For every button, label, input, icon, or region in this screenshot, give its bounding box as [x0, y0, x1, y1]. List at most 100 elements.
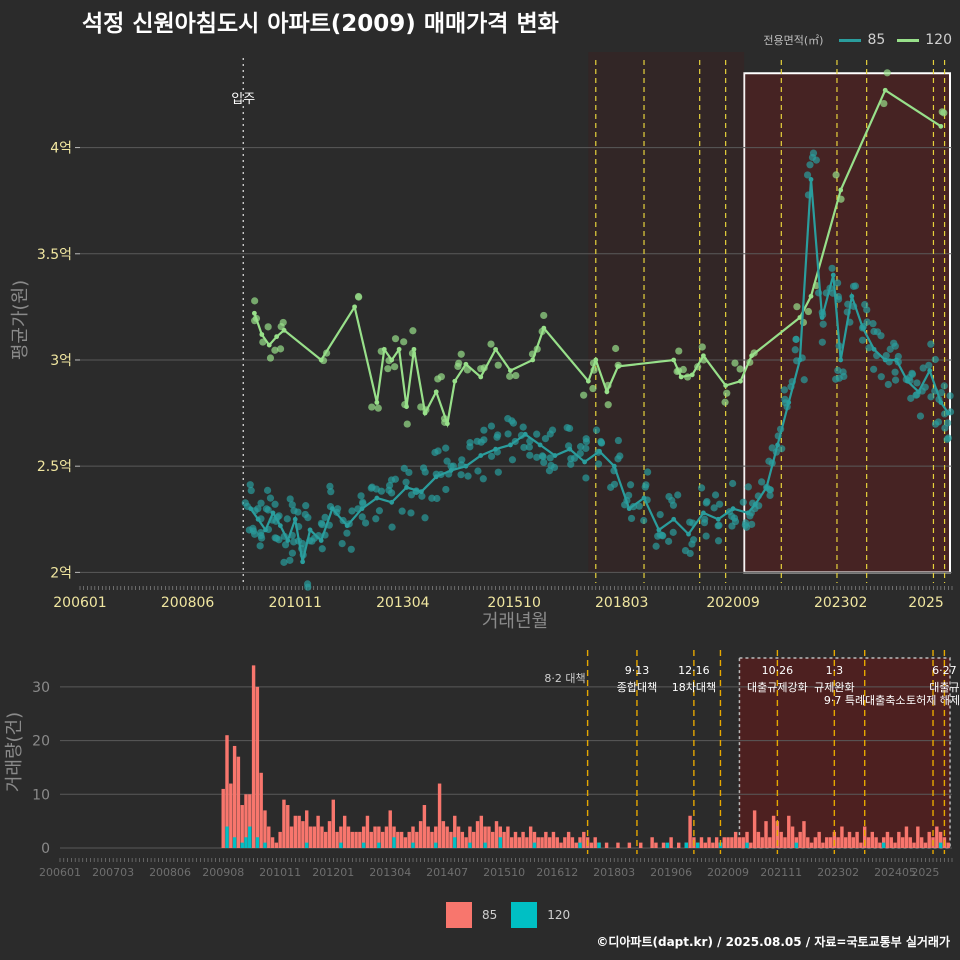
bar-85 [870, 831, 874, 848]
bar-85 [502, 831, 506, 848]
series-point-85 [882, 357, 888, 363]
bar-85 [445, 826, 449, 848]
series-point-85 [656, 527, 662, 533]
scatter-point-85 [582, 437, 591, 446]
bar-120 [498, 837, 503, 848]
bar-85 [320, 826, 324, 848]
scatter-point-120 [589, 384, 597, 393]
series-point-85 [752, 502, 758, 507]
bar-85 [350, 831, 354, 848]
event-label-name: 토허제 해제 [906, 693, 960, 707]
scatter-point-85 [741, 521, 749, 529]
series-point-120 [604, 389, 610, 395]
bar-120 [684, 842, 689, 848]
scatter-point-85 [858, 336, 867, 344]
scatter-point-85 [780, 386, 789, 394]
legend-swatch-120 [897, 38, 920, 42]
bar-85 [487, 826, 491, 848]
scatter-point-85 [748, 520, 756, 528]
series-point-85 [764, 485, 769, 490]
scatter-point-120 [698, 343, 706, 351]
bar-85 [229, 783, 233, 848]
bar-85 [726, 837, 730, 848]
series-point-120 [738, 378, 743, 384]
scatter-point-85 [318, 545, 326, 553]
series-point-85 [522, 431, 528, 437]
scatter-point-85 [480, 426, 488, 434]
scatter-point-85 [758, 478, 766, 486]
bar-x-tick-label: 201612 [536, 866, 578, 879]
bar-120 [255, 837, 260, 848]
bar-85 [563, 837, 567, 848]
scatter-point-85 [258, 534, 266, 542]
source-caption: ©디아파트(dapt.kr) / 2025.08.05 / 자료=국토교통부 실… [596, 935, 950, 949]
scatter-point-85 [865, 344, 873, 352]
scatter-point-85 [729, 479, 737, 488]
scatter-point-85 [566, 424, 574, 432]
series-point-85 [849, 293, 855, 299]
scatter-point-85 [464, 472, 472, 480]
series-point-120 [593, 357, 599, 363]
bar-85 [323, 831, 328, 848]
series-point-85 [671, 516, 677, 522]
bar-85 [232, 745, 237, 848]
event-label-date: 1·3 [826, 664, 844, 677]
scatter-point-85 [766, 491, 774, 500]
scatter-point-120 [417, 403, 425, 411]
bar-85 [540, 837, 544, 848]
scatter-point-85 [863, 306, 871, 314]
scatter-point-85 [266, 494, 275, 502]
bar-120 [244, 837, 248, 848]
scatter-point-120 [679, 365, 687, 374]
bar-85 [441, 821, 446, 848]
scatter-point-85 [940, 382, 948, 390]
bar-85 [342, 815, 347, 848]
bar-85 [305, 810, 309, 848]
series-point-120 [615, 363, 621, 369]
bar-x-tick-label: 200806 [149, 866, 191, 879]
scatter-point-120 [494, 361, 502, 369]
scatter-point-85 [547, 461, 555, 470]
bar-85 [912, 842, 916, 848]
scatter-point-85 [744, 483, 752, 491]
series-point-120 [700, 353, 706, 359]
x-tick-label: 201011 [268, 595, 321, 611]
scatter-point-85 [863, 318, 871, 326]
x-tick-label: 202009 [706, 595, 759, 611]
scatter-point-120 [938, 108, 946, 116]
bar-85 [407, 831, 411, 848]
bar-85 [752, 810, 757, 848]
scatter-point-85 [264, 506, 272, 514]
scatter-point-120 [506, 372, 514, 380]
bar-85 [361, 826, 366, 848]
bar-x-tick-label: 201304 [369, 866, 411, 879]
series-point-85 [838, 357, 844, 363]
scatter-point-120 [437, 373, 445, 381]
series-point-85 [300, 559, 306, 565]
scatter-point-85 [567, 455, 575, 463]
bar-120 [881, 842, 886, 848]
series-point-85 [389, 499, 395, 505]
bar-85 [787, 815, 791, 848]
bar-85 [259, 772, 263, 848]
x-tick-label: 201304 [376, 595, 430, 611]
scatter-point-85 [520, 443, 528, 452]
scatter-point-85 [526, 451, 534, 459]
scatter-point-85 [405, 468, 413, 477]
event-label-name: 대출규 [929, 681, 959, 694]
bar-85 [927, 831, 931, 848]
bar-85 [274, 842, 279, 848]
scatter-point-85 [428, 494, 436, 502]
bar-85 [593, 837, 597, 848]
bar-85 [938, 831, 943, 848]
series-point-120 [281, 327, 287, 333]
series-point-120 [433, 389, 439, 395]
bar-85 [688, 815, 692, 848]
series-point-120 [266, 342, 272, 348]
series-point-120 [882, 87, 888, 93]
scatter-point-85 [533, 453, 541, 461]
scatter-point-85 [690, 536, 698, 544]
bar-85 [547, 837, 552, 848]
series-point-120 [678, 374, 684, 380]
series-point-85 [567, 446, 573, 452]
